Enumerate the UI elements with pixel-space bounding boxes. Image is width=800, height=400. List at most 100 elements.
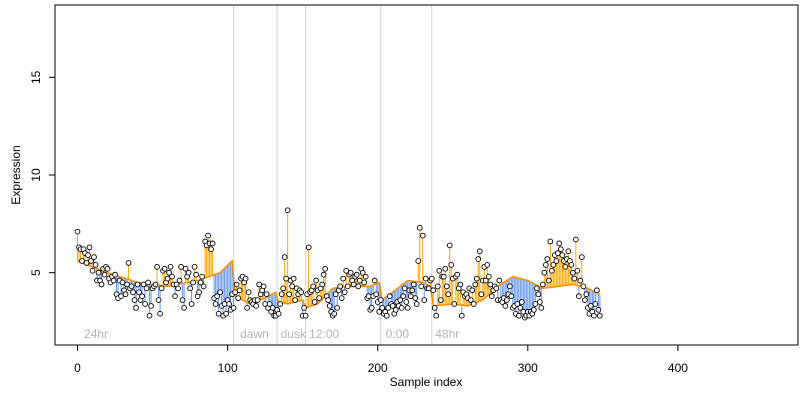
data-point	[376, 308, 383, 315]
data-point	[515, 312, 522, 319]
data-point	[283, 275, 290, 282]
data-point	[591, 312, 597, 319]
data-point	[275, 310, 282, 317]
data-point	[440, 273, 447, 280]
data-point	[136, 289, 142, 296]
data-point	[83, 260, 90, 266]
data-point	[236, 287, 243, 294]
data-point	[112, 271, 118, 278]
data-point	[233, 281, 240, 288]
data-point	[266, 301, 273, 307]
data-point	[260, 283, 267, 290]
data-point	[133, 305, 139, 311]
data-point	[530, 306, 537, 313]
data-point	[419, 232, 426, 239]
data-point	[175, 285, 181, 292]
data-point	[301, 305, 308, 311]
data-point	[401, 285, 408, 292]
data-point	[538, 305, 545, 311]
data-point	[118, 293, 124, 299]
data-point	[292, 297, 299, 303]
data-point	[473, 275, 480, 282]
data-point	[355, 283, 362, 290]
data-point	[263, 291, 270, 298]
data-point	[573, 236, 579, 243]
data-point	[146, 312, 153, 319]
data-point	[443, 283, 450, 290]
data-point	[532, 301, 539, 307]
x-axis-title: Sample index	[390, 375, 463, 389]
data-point	[400, 293, 407, 299]
x-tick-label: 100	[218, 361, 238, 375]
data-point	[595, 306, 602, 313]
data-point	[418, 283, 425, 290]
data-point	[361, 279, 368, 286]
time-annotation: dusk	[281, 327, 307, 341]
data-point	[508, 293, 515, 299]
data-point	[74, 228, 81, 235]
data-point	[187, 285, 193, 292]
data-point	[517, 305, 524, 311]
data-point	[337, 283, 344, 290]
data-point	[514, 301, 521, 307]
data-point	[290, 275, 297, 282]
data-point	[412, 295, 419, 301]
data-point	[110, 277, 117, 284]
data-point	[232, 289, 238, 296]
time-annotation: 48hr	[435, 327, 459, 341]
data-point	[196, 289, 202, 296]
x-tick-label: 300	[518, 361, 538, 375]
data-point	[547, 238, 554, 245]
data-point	[95, 269, 102, 276]
data-point	[277, 301, 284, 307]
data-point	[577, 277, 584, 284]
data-point	[368, 305, 375, 311]
data-point	[298, 289, 305, 296]
time-annotation: 12:00	[309, 327, 339, 341]
data-point	[101, 271, 108, 278]
data-point	[172, 293, 178, 299]
data-point	[569, 269, 576, 276]
data-point	[85, 252, 91, 258]
data-point	[230, 305, 237, 311]
data-point	[554, 250, 561, 257]
time-annotation: dawn	[240, 327, 269, 341]
data-point	[347, 269, 354, 276]
data-point	[428, 275, 435, 282]
data-point	[565, 248, 572, 255]
data-point	[152, 281, 159, 288]
data-point	[403, 299, 410, 305]
time-annotation: 24hr	[84, 327, 108, 341]
data-point	[119, 279, 126, 286]
data-point	[302, 312, 309, 319]
data-point	[128, 283, 135, 290]
data-point	[212, 301, 219, 307]
data-point	[353, 271, 360, 278]
data-point	[386, 293, 393, 299]
y-tick-label: 15	[29, 70, 43, 84]
data-point	[556, 240, 563, 247]
data-point	[553, 258, 560, 264]
data-point	[373, 291, 380, 298]
data-point	[92, 262, 99, 268]
data-point	[389, 303, 396, 309]
data-point	[280, 285, 287, 292]
data-point	[89, 267, 96, 274]
data-point	[496, 277, 503, 284]
data-point	[457, 281, 464, 288]
data-point	[385, 305, 392, 311]
data-point	[442, 265, 449, 272]
data-point	[178, 263, 184, 270]
data-point	[425, 285, 432, 292]
data-point	[502, 303, 509, 309]
data-point	[286, 291, 293, 298]
data-point	[86, 244, 93, 251]
data-point	[181, 305, 187, 311]
data-point	[278, 291, 285, 298]
data-point	[371, 277, 378, 284]
data-point	[164, 275, 171, 282]
data-point	[284, 207, 291, 214]
data-point	[356, 277, 363, 284]
data-point	[140, 281, 147, 288]
data-point	[254, 297, 261, 303]
